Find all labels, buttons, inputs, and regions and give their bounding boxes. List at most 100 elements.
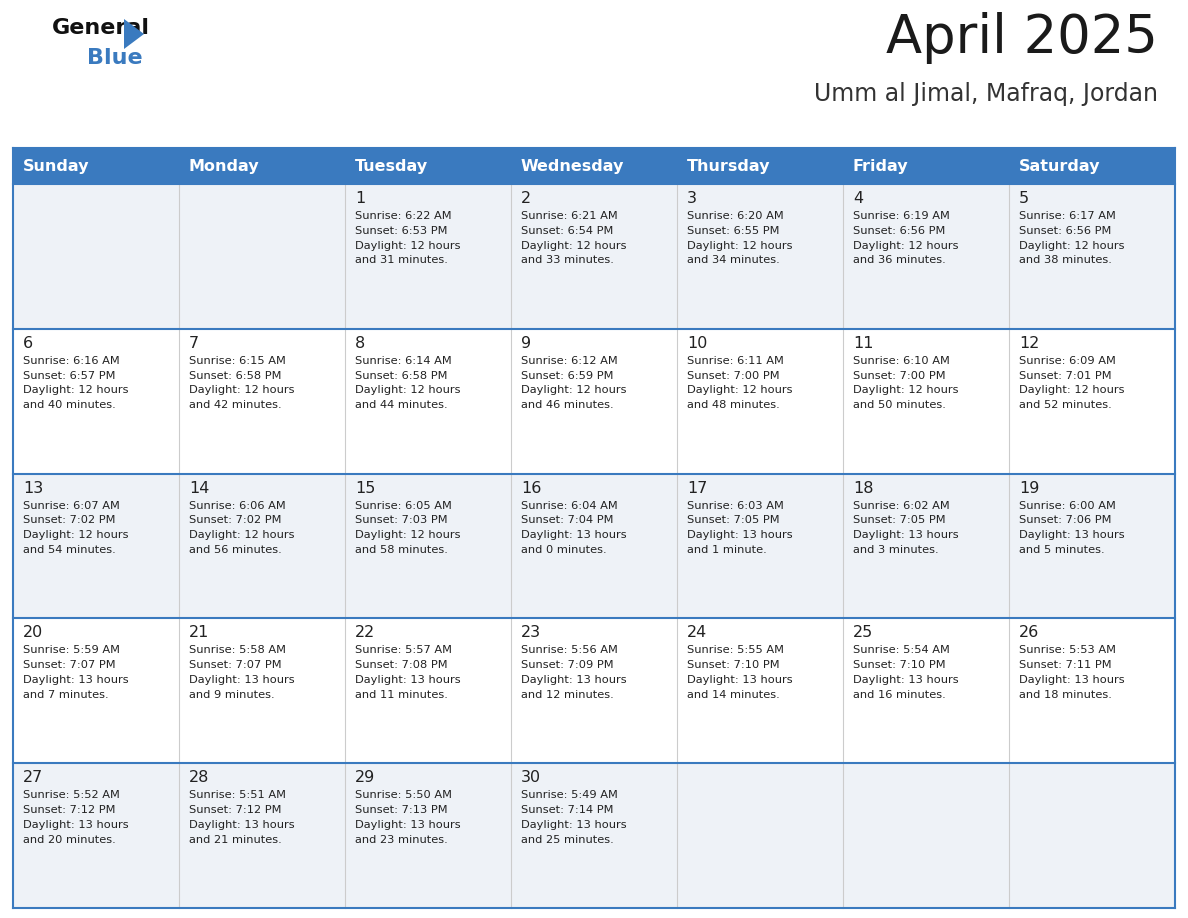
- Text: Friday: Friday: [853, 159, 909, 174]
- Bar: [843, 148, 1009, 184]
- Text: 18: 18: [853, 481, 873, 496]
- Bar: [179, 329, 345, 474]
- Text: Sunset: 7:05 PM: Sunset: 7:05 PM: [687, 515, 779, 525]
- Bar: [843, 329, 1009, 474]
- Text: Sunset: 7:10 PM: Sunset: 7:10 PM: [687, 660, 779, 670]
- Text: and 12 minutes.: and 12 minutes.: [522, 689, 614, 700]
- Text: Sunrise: 5:49 AM: Sunrise: 5:49 AM: [522, 790, 618, 800]
- Text: Wednesday: Wednesday: [522, 159, 625, 174]
- Text: 20: 20: [23, 625, 43, 641]
- Text: Daylight: 13 hours: Daylight: 13 hours: [355, 675, 461, 685]
- Text: and 46 minutes.: and 46 minutes.: [522, 400, 614, 410]
- Text: 29: 29: [355, 770, 375, 785]
- Text: Sunset: 6:55 PM: Sunset: 6:55 PM: [687, 226, 779, 236]
- Text: Sunrise: 6:05 AM: Sunrise: 6:05 AM: [355, 500, 451, 510]
- Text: and 34 minutes.: and 34 minutes.: [687, 255, 779, 265]
- Bar: [677, 184, 843, 329]
- Text: Sunset: 7:13 PM: Sunset: 7:13 PM: [355, 805, 448, 815]
- Text: Sunset: 7:12 PM: Sunset: 7:12 PM: [23, 805, 115, 815]
- Text: and 23 minutes.: and 23 minutes.: [355, 834, 448, 845]
- Text: Sunset: 7:10 PM: Sunset: 7:10 PM: [853, 660, 946, 670]
- Bar: [511, 619, 677, 763]
- Text: Daylight: 13 hours: Daylight: 13 hours: [687, 531, 792, 540]
- Bar: [1009, 619, 1175, 763]
- Text: 8: 8: [355, 336, 365, 351]
- Text: 13: 13: [23, 481, 43, 496]
- Bar: [1009, 148, 1175, 184]
- Text: Daylight: 13 hours: Daylight: 13 hours: [189, 675, 295, 685]
- Text: Daylight: 12 hours: Daylight: 12 hours: [1019, 386, 1125, 396]
- Bar: [179, 148, 345, 184]
- Text: Daylight: 13 hours: Daylight: 13 hours: [355, 820, 461, 830]
- Bar: [511, 184, 677, 329]
- Text: Sunrise: 6:21 AM: Sunrise: 6:21 AM: [522, 211, 618, 221]
- Text: Umm al Jimal, Mafraq, Jordan: Umm al Jimal, Mafraq, Jordan: [814, 82, 1158, 106]
- Bar: [13, 329, 179, 474]
- Text: Sunrise: 6:09 AM: Sunrise: 6:09 AM: [1019, 356, 1116, 365]
- Text: Daylight: 13 hours: Daylight: 13 hours: [853, 675, 959, 685]
- Bar: [677, 474, 843, 619]
- Bar: [345, 148, 511, 184]
- Text: Daylight: 12 hours: Daylight: 12 hours: [1019, 241, 1125, 251]
- Text: 5: 5: [1019, 191, 1029, 206]
- Text: Sunrise: 5:56 AM: Sunrise: 5:56 AM: [522, 645, 618, 655]
- Text: and 44 minutes.: and 44 minutes.: [355, 400, 448, 410]
- Bar: [179, 763, 345, 908]
- Text: 6: 6: [23, 336, 33, 351]
- Text: and 3 minutes.: and 3 minutes.: [853, 545, 939, 555]
- Text: Daylight: 13 hours: Daylight: 13 hours: [687, 675, 792, 685]
- Text: and 11 minutes.: and 11 minutes.: [355, 689, 448, 700]
- Text: Daylight: 13 hours: Daylight: 13 hours: [853, 531, 959, 540]
- Text: Daylight: 13 hours: Daylight: 13 hours: [23, 820, 128, 830]
- Text: Daylight: 12 hours: Daylight: 12 hours: [189, 531, 295, 540]
- Text: Sunrise: 6:04 AM: Sunrise: 6:04 AM: [522, 500, 618, 510]
- Text: Sunrise: 6:11 AM: Sunrise: 6:11 AM: [687, 356, 784, 365]
- Text: Daylight: 12 hours: Daylight: 12 hours: [687, 241, 792, 251]
- Text: 28: 28: [189, 770, 209, 785]
- Bar: [179, 184, 345, 329]
- Text: Sunset: 7:00 PM: Sunset: 7:00 PM: [687, 371, 779, 381]
- Text: Sunset: 6:56 PM: Sunset: 6:56 PM: [1019, 226, 1112, 236]
- Text: Sunrise: 6:10 AM: Sunrise: 6:10 AM: [853, 356, 950, 365]
- Text: Sunset: 6:58 PM: Sunset: 6:58 PM: [189, 371, 282, 381]
- Text: 16: 16: [522, 481, 542, 496]
- Text: Daylight: 13 hours: Daylight: 13 hours: [522, 675, 626, 685]
- Text: 27: 27: [23, 770, 43, 785]
- Bar: [345, 619, 511, 763]
- Text: Daylight: 12 hours: Daylight: 12 hours: [189, 386, 295, 396]
- Bar: [511, 763, 677, 908]
- Text: General: General: [52, 18, 150, 38]
- Text: Daylight: 12 hours: Daylight: 12 hours: [853, 241, 959, 251]
- Bar: [179, 474, 345, 619]
- Text: 17: 17: [687, 481, 707, 496]
- Text: Sunset: 7:02 PM: Sunset: 7:02 PM: [189, 515, 282, 525]
- Text: Sunset: 7:08 PM: Sunset: 7:08 PM: [355, 660, 448, 670]
- Bar: [677, 619, 843, 763]
- Text: Sunrise: 6:03 AM: Sunrise: 6:03 AM: [687, 500, 784, 510]
- Text: and 16 minutes.: and 16 minutes.: [853, 689, 946, 700]
- Text: Daylight: 12 hours: Daylight: 12 hours: [355, 386, 461, 396]
- Text: and 1 minute.: and 1 minute.: [687, 545, 766, 555]
- Bar: [13, 184, 179, 329]
- Text: Daylight: 12 hours: Daylight: 12 hours: [522, 386, 626, 396]
- Text: Sunrise: 6:14 AM: Sunrise: 6:14 AM: [355, 356, 451, 365]
- Bar: [677, 148, 843, 184]
- Text: and 5 minutes.: and 5 minutes.: [1019, 545, 1105, 555]
- Bar: [511, 148, 677, 184]
- Bar: [13, 148, 179, 184]
- Text: April 2025: April 2025: [886, 12, 1158, 64]
- Text: 3: 3: [687, 191, 697, 206]
- Text: Sunrise: 5:52 AM: Sunrise: 5:52 AM: [23, 790, 120, 800]
- Text: and 25 minutes.: and 25 minutes.: [522, 834, 614, 845]
- Bar: [1009, 184, 1175, 329]
- Text: Sunrise: 5:51 AM: Sunrise: 5:51 AM: [189, 790, 286, 800]
- Text: Daylight: 12 hours: Daylight: 12 hours: [355, 531, 461, 540]
- Text: Sunset: 7:12 PM: Sunset: 7:12 PM: [189, 805, 282, 815]
- Text: 30: 30: [522, 770, 541, 785]
- Text: Sunrise: 6:15 AM: Sunrise: 6:15 AM: [189, 356, 286, 365]
- Text: 10: 10: [687, 336, 707, 351]
- Text: Sunrise: 6:07 AM: Sunrise: 6:07 AM: [23, 500, 120, 510]
- Text: and 48 minutes.: and 48 minutes.: [687, 400, 779, 410]
- Text: 26: 26: [1019, 625, 1040, 641]
- Text: and 7 minutes.: and 7 minutes.: [23, 689, 108, 700]
